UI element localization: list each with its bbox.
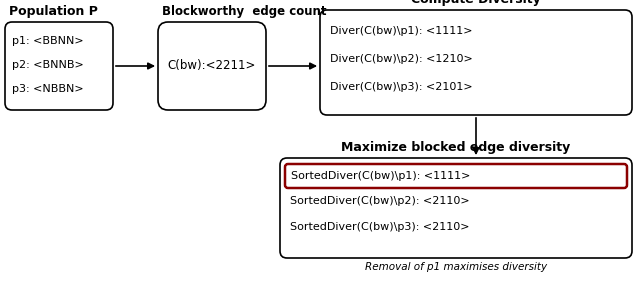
Text: Diver(C(bw)\p2): <1210>: Diver(C(bw)\p2): <1210>	[330, 54, 473, 64]
Text: SortedDiver(C(bw)\p3): <2110>: SortedDiver(C(bw)\p3): <2110>	[290, 222, 470, 232]
Text: SortedDiver(C(bw)\p1): <1111>: SortedDiver(C(bw)\p1): <1111>	[291, 171, 470, 181]
FancyBboxPatch shape	[5, 22, 113, 110]
Text: p1: <BBNN>: p1: <BBNN>	[12, 36, 84, 46]
Text: p2: <BNNB>: p2: <BNNB>	[12, 60, 84, 70]
Text: Diver(C(bw)\p1): <1111>: Diver(C(bw)\p1): <1111>	[330, 26, 472, 36]
Text: Population P: Population P	[9, 5, 98, 18]
Text: Diver(C(bw)\p3): <2101>: Diver(C(bw)\p3): <2101>	[330, 82, 472, 92]
Text: p3: <NBBN>: p3: <NBBN>	[12, 84, 84, 94]
Text: C(bw):<2211>: C(bw):<2211>	[168, 59, 256, 73]
Text: Blockworthy  edge count: Blockworthy edge count	[162, 5, 326, 18]
Text: SortedDiver(C(bw)\p2): <2110>: SortedDiver(C(bw)\p2): <2110>	[290, 196, 470, 206]
FancyBboxPatch shape	[320, 10, 632, 115]
FancyBboxPatch shape	[280, 158, 632, 258]
FancyBboxPatch shape	[158, 22, 266, 110]
FancyBboxPatch shape	[285, 164, 627, 188]
Text: Maximize blocked edge diversity: Maximize blocked edge diversity	[341, 141, 571, 154]
Text: Removal of p1 maximises diversity: Removal of p1 maximises diversity	[365, 262, 547, 272]
Text: Compute Diversity: Compute Diversity	[411, 0, 541, 6]
